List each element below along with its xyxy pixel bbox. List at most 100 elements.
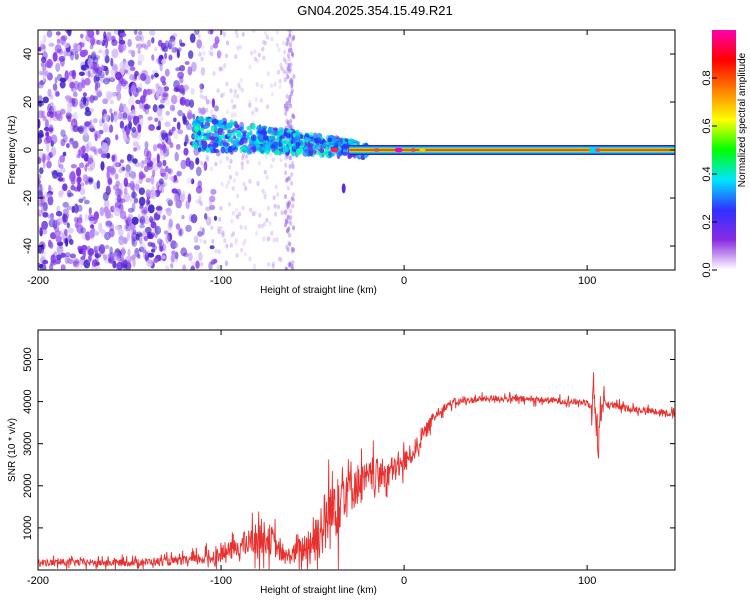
noise-blob — [240, 161, 244, 167]
noise-blob — [77, 44, 81, 51]
noise-blob — [83, 152, 89, 162]
noise-blob — [182, 190, 186, 201]
y-tick-label: -40 — [22, 238, 34, 254]
noise-blob — [208, 50, 212, 55]
noise-blob — [208, 99, 212, 105]
noise-blob — [118, 39, 126, 45]
noise-blob — [212, 258, 218, 264]
noise-blob — [204, 213, 208, 220]
noise-blob — [215, 35, 219, 41]
noise-blob — [228, 164, 232, 170]
noise-blob — [119, 166, 123, 173]
noise-blob — [156, 106, 163, 116]
noise-blob — [244, 186, 248, 191]
noise-blob — [82, 92, 87, 97]
signal-blob — [322, 143, 327, 148]
noise-blob — [288, 175, 292, 181]
noise-blob — [131, 191, 137, 199]
noise-blob — [266, 205, 271, 211]
noise-blob — [289, 221, 293, 227]
noise-blob — [164, 121, 171, 128]
noise-blob — [87, 58, 93, 67]
noise-blob — [39, 167, 44, 175]
noise-blob — [117, 228, 124, 236]
noise-blob — [230, 233, 234, 238]
noise-blob — [92, 68, 99, 75]
noise-blob — [79, 214, 83, 221]
noise-blob — [60, 167, 66, 173]
noise-blob — [188, 50, 194, 59]
noise-blob — [209, 30, 214, 35]
noise-blob — [141, 43, 147, 48]
noise-blob — [118, 111, 123, 120]
noise-blob — [170, 254, 175, 263]
noise-blob — [55, 210, 63, 217]
noise-blob — [88, 248, 95, 256]
noise-blob — [272, 195, 276, 201]
noise-blob — [252, 263, 256, 269]
noise-blob — [241, 205, 245, 211]
noise-blob — [275, 237, 279, 243]
noise-blob — [152, 144, 158, 152]
noise-blob — [56, 113, 63, 122]
noise-blob — [248, 178, 252, 184]
noise-blob — [91, 39, 99, 45]
colorbar: 0.0 0.2 0.4 0.6 0.8 Normalized spectral ampli… — [701, 30, 748, 278]
signal-blob — [298, 139, 302, 143]
signal-blob — [277, 126, 285, 133]
noise-blob — [70, 164, 77, 169]
noise-blob — [109, 124, 114, 133]
noise-blob — [240, 247, 244, 253]
noise-blob — [165, 110, 170, 116]
noise-blob — [113, 117, 118, 123]
noise-blob — [158, 162, 163, 170]
noise-blob — [129, 66, 136, 72]
signal-blob — [331, 137, 336, 144]
noise-blob — [208, 261, 213, 270]
noise-blob — [119, 103, 124, 112]
noise-blob — [55, 31, 61, 36]
signal-blob — [303, 146, 309, 150]
noise-blob — [45, 130, 49, 141]
signal-blob — [319, 148, 325, 154]
noise-blob — [163, 230, 169, 235]
x-axis-label: Height of straight line (km) — [260, 585, 377, 596]
noise-blob — [38, 156, 42, 164]
noise-blob — [289, 155, 293, 161]
x-axis-label: Height of straight line (km) — [260, 285, 377, 296]
noise-blob — [242, 181, 246, 187]
noise-blob — [273, 203, 277, 209]
noise-blob — [45, 193, 53, 198]
signal-blob — [255, 125, 263, 131]
noise-blob — [127, 207, 134, 213]
noise-blob — [231, 186, 235, 191]
noise-blob — [74, 80, 80, 90]
noise-blob — [150, 174, 155, 185]
noise-blob — [290, 83, 294, 89]
noise-blob — [63, 41, 70, 49]
noise-blob — [196, 39, 202, 49]
noise-blob — [271, 157, 275, 163]
noise-blob — [198, 107, 202, 114]
noise-blob — [160, 98, 166, 104]
noise-blob — [38, 70, 42, 76]
noise-blob — [170, 263, 174, 269]
noise-blob — [88, 217, 95, 222]
y-axis-label: SNR (10 * v/v) — [7, 418, 18, 482]
noise-blob — [290, 196, 294, 202]
noise-blob — [131, 254, 136, 260]
noise-blob — [216, 50, 222, 59]
noise-blob — [139, 216, 146, 225]
noise-blob — [69, 81, 76, 89]
noise-blob — [197, 33, 201, 39]
noise-blob — [151, 37, 155, 44]
noise-blob — [113, 111, 118, 116]
noise-blob — [272, 237, 276, 243]
noise-blob — [135, 43, 143, 49]
noise-blob — [84, 180, 89, 185]
noise-blob — [136, 162, 141, 168]
noise-blob — [84, 199, 90, 205]
noise-blob — [96, 39, 102, 45]
noise-blob — [103, 113, 110, 122]
noise-blob — [83, 128, 88, 137]
